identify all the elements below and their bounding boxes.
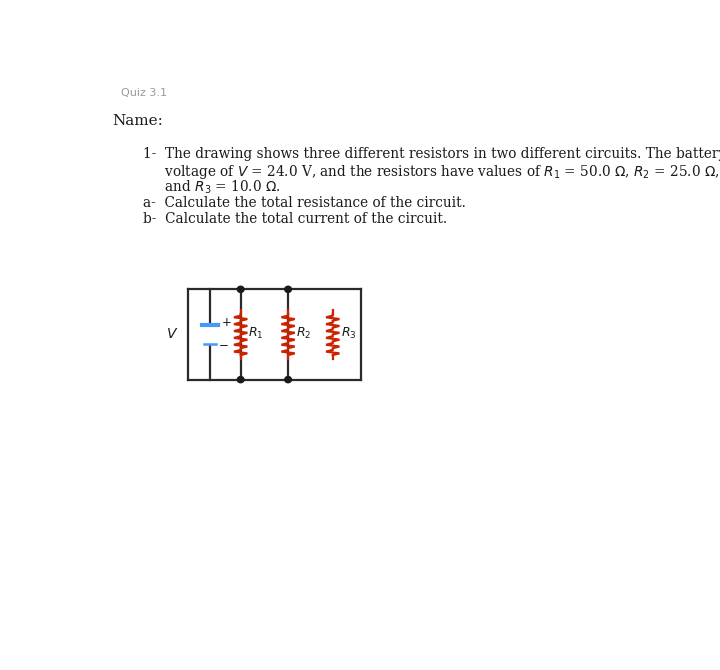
Text: Quiz 3.1: Quiz 3.1	[121, 88, 167, 98]
Circle shape	[284, 377, 292, 383]
Text: b-  Calculate the total current of the circuit.: b- Calculate the total current of the ci…	[143, 212, 447, 226]
Text: Name:: Name:	[112, 114, 163, 128]
Circle shape	[238, 377, 244, 383]
Text: +: +	[222, 316, 232, 328]
Text: $R_3$: $R_3$	[341, 326, 356, 341]
Circle shape	[238, 286, 244, 292]
Circle shape	[284, 286, 292, 292]
Text: a-  Calculate the total resistance of the circuit.: a- Calculate the total resistance of the…	[143, 196, 466, 210]
Text: $R_2$: $R_2$	[296, 326, 311, 341]
Text: $R_1$: $R_1$	[248, 326, 264, 341]
Text: −: −	[219, 339, 229, 352]
Text: and $\it{R_3}$ = 10.0 $\Omega$.: and $\it{R_3}$ = 10.0 $\Omega$.	[143, 178, 281, 196]
Text: voltage of $\it{V}$ = 24.0 V, and the resistors have values of $\it{R_1}$ = 50.0: voltage of $\it{V}$ = 24.0 V, and the re…	[143, 163, 719, 181]
Text: $V$: $V$	[166, 328, 179, 342]
Text: 1-  The drawing shows three different resistors in two different circuits. The b: 1- The drawing shows three different res…	[143, 147, 720, 161]
